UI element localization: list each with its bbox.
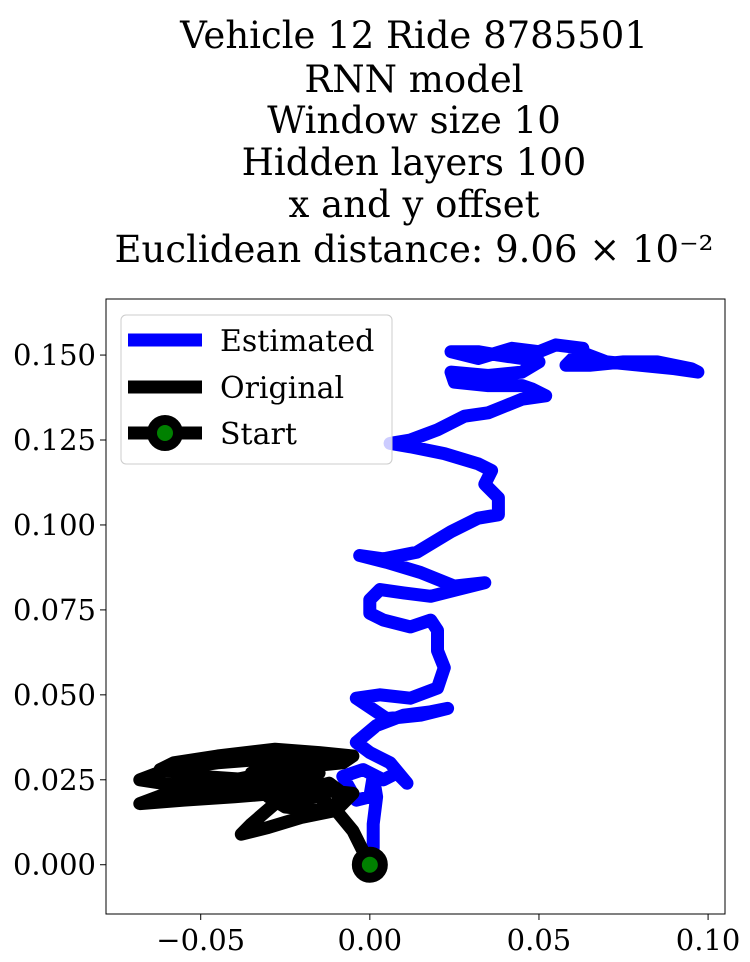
legend-start-marker — [147, 415, 183, 451]
y-tick-label: 0.100 — [13, 508, 96, 542]
x-axis: −0.05 0.00 0.05 0.10 — [156, 914, 740, 957]
y-tick-label: 0.125 — [13, 423, 96, 457]
plot-frame — [105, 298, 726, 915]
legend: Estimated Original Start — [120, 314, 393, 465]
title-line: x and y offset — [289, 183, 540, 226]
x-tick-label: 0.05 — [507, 923, 572, 957]
series-line-estimated — [336, 338, 705, 872]
plot-series — [133, 338, 705, 883]
legend-label: Original — [220, 371, 344, 406]
series-line-original — [133, 742, 377, 872]
y-axis: 0.000 0.025 0.050 0.075 0.100 0.125 0.150 — [13, 338, 106, 882]
y-tick-label: 0.150 — [13, 338, 96, 372]
title-line: Window size 10 — [267, 99, 561, 142]
legend-label: Estimated — [220, 324, 374, 359]
title-line: RNN model — [304, 58, 523, 101]
legend-label: Start — [220, 417, 297, 452]
title-line: Hidden layers 100 — [242, 141, 587, 184]
x-tick-label: 0.00 — [338, 923, 403, 957]
x-tick-label: 0.10 — [676, 923, 741, 957]
start-marker — [351, 846, 388, 883]
title-line: Vehicle 12 Ride 8785501 — [179, 14, 648, 57]
y-tick-label: 0.050 — [13, 678, 96, 712]
y-tick-label: 0.075 — [13, 593, 96, 627]
y-tick-label: 0.000 — [13, 848, 96, 882]
x-tick-label: −0.05 — [156, 923, 245, 957]
title-line: Euclidean distance: 9.06 × 10⁻² — [115, 228, 714, 271]
y-tick-label: 0.025 — [13, 763, 96, 797]
